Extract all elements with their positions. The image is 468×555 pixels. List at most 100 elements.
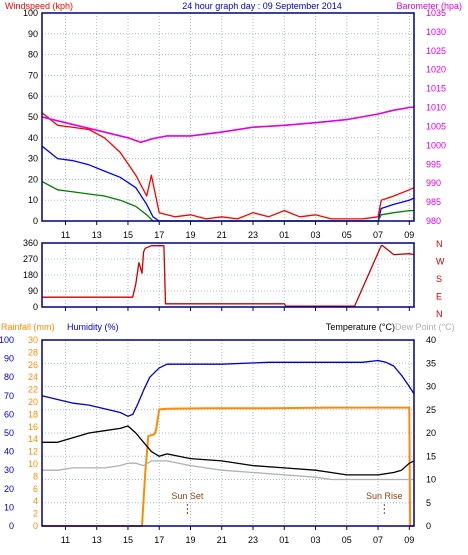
y-tick-label: 6 xyxy=(33,484,38,494)
y-tick-label: 30 xyxy=(426,382,436,392)
climate-hour-tick-labels: 11 13 15 17 19 21 23 01 03 05 07 09 xyxy=(61,535,415,545)
y-tick-label: 28 xyxy=(28,347,38,357)
wind-grid xyxy=(42,13,414,225)
y-tick-label: 40 xyxy=(28,133,38,143)
y-tick-label: 25 xyxy=(426,405,436,415)
x-tick-label: 11 xyxy=(61,535,70,545)
y-tick-label: 70 xyxy=(28,70,38,80)
y-tick-label: 100 xyxy=(23,8,38,18)
direction-plot-frame xyxy=(41,242,415,308)
x-tick-label: 19 xyxy=(185,535,195,545)
direction-degree-labels: 0 90 180 270 360 xyxy=(23,238,38,312)
humidity-axis-title: Humidity (%) xyxy=(67,322,119,332)
chart-title: 24 hour graph day : 09 September 2014 xyxy=(182,1,342,11)
y-tick-label: 0 xyxy=(33,302,38,312)
y-tick-label: 0 xyxy=(426,521,431,531)
y-tick-label: 12 xyxy=(28,447,38,457)
y-tick-label: 35 xyxy=(426,358,436,368)
x-tick-label: 05 xyxy=(342,230,352,240)
gust-line xyxy=(41,112,415,220)
y-tick-label: 5 xyxy=(426,498,431,508)
x-tick-label: 09 xyxy=(404,535,414,545)
climate-series xyxy=(41,359,415,527)
x-tick-label: 09 xyxy=(404,230,414,240)
direction-series xyxy=(42,245,415,307)
rainfall-axis-title: Rainfall (mm) xyxy=(1,322,55,332)
y-tick-label: 1025 xyxy=(426,46,446,56)
compass-label: N xyxy=(436,309,443,319)
wind-barometer-panel: Windspeed (kph) 24 hour graph day : 09 S… xyxy=(5,1,462,240)
y-tick-label: 10 xyxy=(28,459,38,469)
y-tick-label: 14 xyxy=(28,434,38,444)
x-tick-label: 21 xyxy=(217,535,227,545)
sun-event-label: Sun Rise xyxy=(366,491,403,501)
x-tick-label: 23 xyxy=(248,230,258,240)
y-tick-label: 20 xyxy=(426,428,436,438)
y-tick-label: 980 xyxy=(426,216,441,226)
rainfall-line xyxy=(42,406,414,527)
climate-plot-frame xyxy=(41,339,415,527)
x-tick-label: 17 xyxy=(154,230,164,240)
barometer-tick-labels: 980 985 990 995 1000 1005 1010 1015 1020 1025 1030… xyxy=(426,8,446,226)
wind-plot-frame xyxy=(41,12,415,222)
y-tick-label: 1000 xyxy=(426,140,446,150)
y-tick-label: 40 xyxy=(4,447,14,457)
y-tick-label: 1015 xyxy=(426,84,446,94)
y-tick-label: 16 xyxy=(28,422,38,432)
y-tick-label: 10 xyxy=(4,502,14,512)
y-tick-label: 90 xyxy=(4,354,14,364)
windspeed-tick-labels: 0 10 20 30 40 50 60 70 80 90 100 xyxy=(23,8,38,226)
x-tick-label: 13 xyxy=(92,535,102,545)
humidity-line xyxy=(41,359,415,417)
temperature-tick-labels: 0 5 10 15 20 25 30 35 40 xyxy=(426,335,436,531)
y-tick-label: 70 xyxy=(4,391,14,401)
y-tick-label: 0 xyxy=(33,521,38,531)
y-tick-label: 50 xyxy=(28,112,38,122)
y-tick-label: 24 xyxy=(28,372,38,382)
y-tick-label: 90 xyxy=(28,29,38,39)
y-tick-label: 1030 xyxy=(426,27,446,37)
y-tick-label: 18 xyxy=(28,409,38,419)
x-tick-label: 15 xyxy=(123,535,133,545)
barometer-axis-title: Barometer (hpa) xyxy=(396,1,462,11)
direction-line xyxy=(42,245,415,307)
temperature-axis-title: Temperature (°C) xyxy=(326,322,395,332)
x-tick-label: 05 xyxy=(342,535,352,545)
y-tick-label: 15 xyxy=(426,451,436,461)
x-tick-label: 13 xyxy=(92,230,102,240)
x-tick-label: 11 xyxy=(61,230,70,240)
y-tick-label: 270 xyxy=(23,254,38,264)
y-tick-label: 26 xyxy=(28,360,38,370)
wind-series xyxy=(41,106,415,222)
compass-label: W xyxy=(436,257,445,267)
x-tick-label: 15 xyxy=(123,230,133,240)
y-tick-label: 990 xyxy=(426,178,441,188)
wind-hour-tick-labels: 11 13 15 17 19 21 23 01 03 05 07 09 xyxy=(61,230,415,240)
x-tick-label: 03 xyxy=(311,230,321,240)
x-tick-label: 23 xyxy=(248,535,258,545)
y-tick-label: 100 xyxy=(0,335,14,345)
y-tick-label: 20 xyxy=(4,484,14,494)
x-tick-label: 17 xyxy=(154,535,164,545)
barometer-line xyxy=(41,106,415,144)
dewpoint-line xyxy=(42,460,414,481)
y-tick-label: 20 xyxy=(28,174,38,184)
x-tick-label: 07 xyxy=(373,535,383,545)
y-tick-label: 20 xyxy=(28,397,38,407)
y-tick-label: 80 xyxy=(28,50,38,60)
y-tick-label: 40 xyxy=(426,335,436,345)
temperature-line xyxy=(42,425,415,476)
dewpoint-axis-title: Dew Point (°C) xyxy=(395,322,455,332)
y-tick-label: 80 xyxy=(4,372,14,382)
y-tick-label: 1020 xyxy=(426,65,446,75)
y-tick-label: 1010 xyxy=(426,103,446,113)
sun-event-label: Sun Set xyxy=(171,491,204,501)
windspeed-axis-title: Windspeed (kph) xyxy=(5,1,73,11)
y-tick-label: 22 xyxy=(28,385,38,395)
y-tick-label: 4 xyxy=(33,496,38,506)
y-tick-label: 995 xyxy=(426,159,441,169)
